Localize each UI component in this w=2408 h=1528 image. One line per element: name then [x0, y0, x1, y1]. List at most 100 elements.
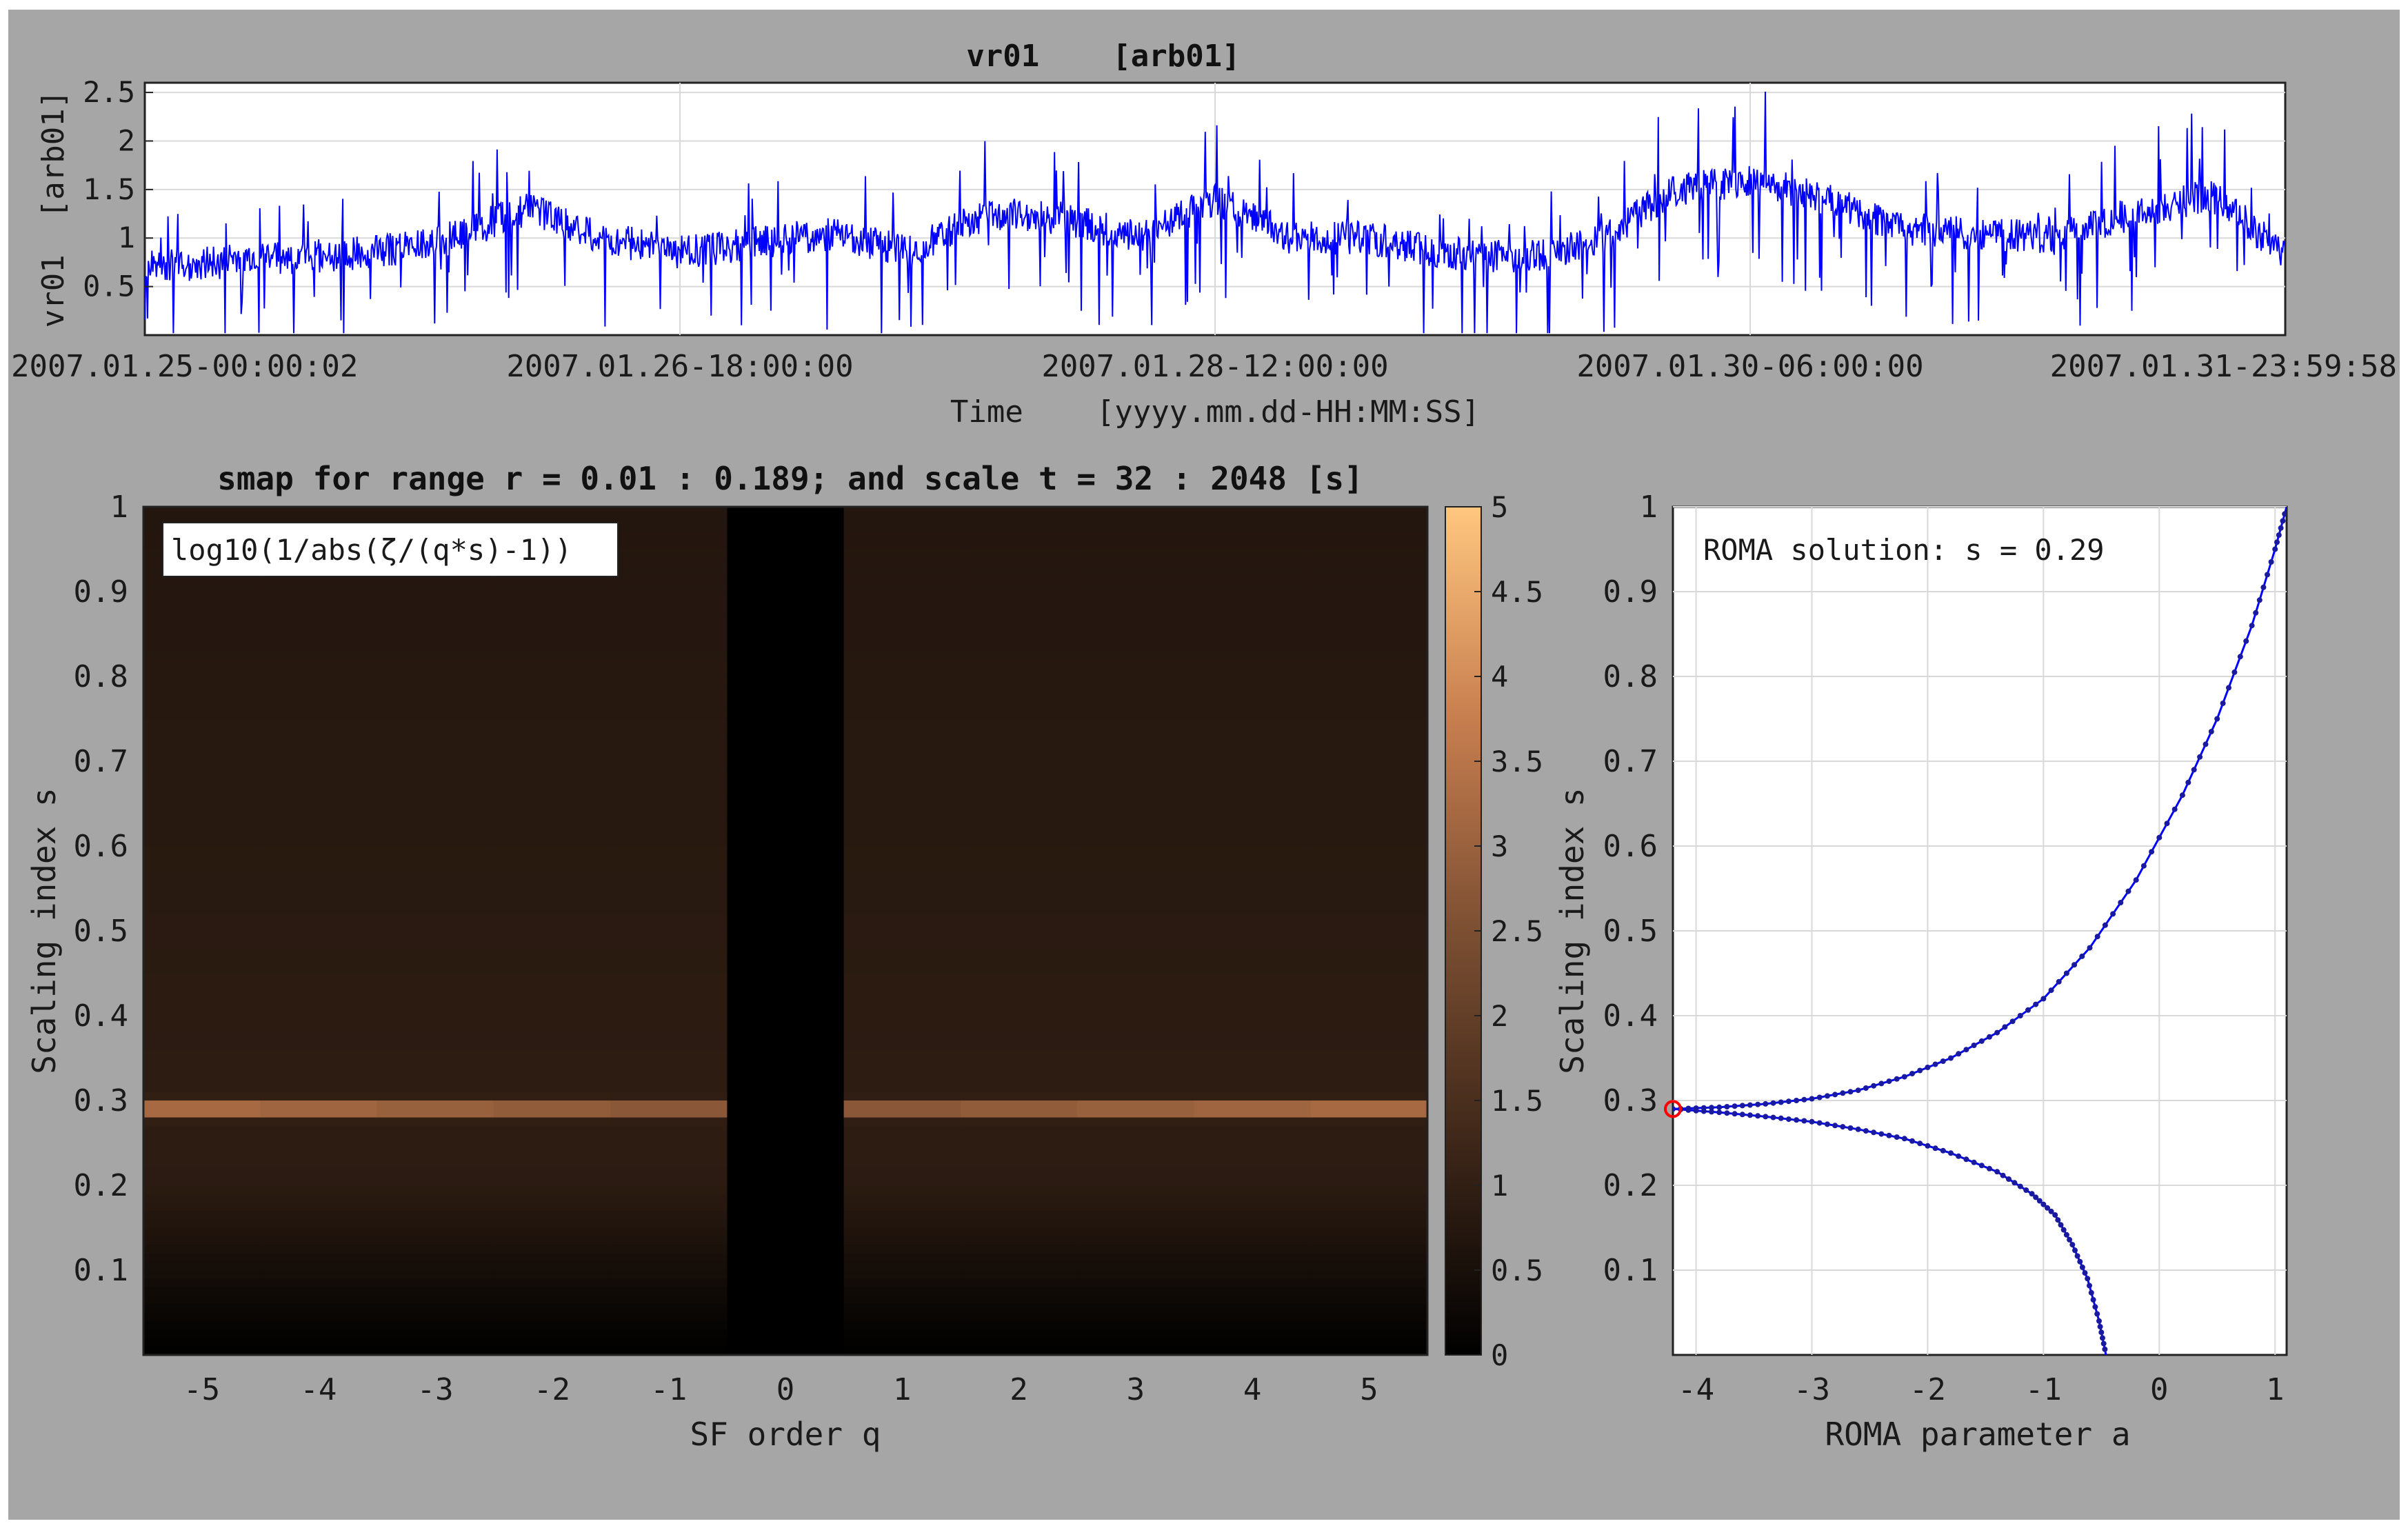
- heatmap-cell: [377, 1304, 494, 1314]
- heatmap-cell: [1194, 600, 1312, 610]
- heatmap-cell: [610, 1295, 728, 1305]
- heatmap-cell: [960, 532, 1078, 541]
- heatmap-cell: [1310, 608, 1428, 618]
- heatmap-cell: [260, 998, 378, 1008]
- heatmap-cell: [143, 1134, 261, 1144]
- roma-point: [2100, 1335, 2105, 1341]
- smap-xtick-label: 4: [1243, 1372, 1262, 1407]
- roma-point: [1871, 1129, 1877, 1136]
- roma-ytick-label: 0.8: [1603, 659, 1658, 694]
- heatmap-cell: [143, 973, 261, 983]
- roma-point: [1963, 1047, 1969, 1053]
- roma-ytick-label: 0.7: [1603, 744, 1658, 779]
- heatmap-cell: [843, 812, 961, 821]
- roma-point: [2226, 685, 2231, 691]
- heatmap-cell: [843, 1320, 961, 1330]
- heatmap-cell: [493, 667, 611, 677]
- heatmap-cell: [727, 685, 845, 694]
- heatmap-cell: [260, 1075, 378, 1085]
- heatmap-cell: [1310, 1278, 1428, 1288]
- heatmap-cell: [610, 532, 728, 541]
- roma-point: [2100, 1340, 2107, 1347]
- roma-point: [2072, 1247, 2078, 1254]
- colorbar-tick-label: 0: [1491, 1338, 1508, 1372]
- heatmap-cell: [493, 1304, 611, 1314]
- heatmap-cell: [143, 693, 261, 703]
- heatmap-cell: [493, 1134, 611, 1144]
- heatmap-cell: [143, 667, 261, 677]
- heatmap-cell: [610, 1202, 728, 1212]
- heatmap-cell: [143, 1168, 261, 1178]
- heatmap-cell: [610, 778, 728, 787]
- roma-point: [1709, 1109, 1714, 1115]
- heatmap-cell: [843, 939, 961, 949]
- heatmap-cell: [493, 981, 611, 991]
- smap-ytick-label: 0.1: [74, 1253, 128, 1288]
- heatmap-cell: [610, 1125, 728, 1135]
- heatmap-cell: [260, 896, 378, 906]
- heatmap-cell: [1194, 795, 1312, 805]
- heatmap-cell: [1310, 837, 1428, 847]
- smap-xtick-label: 1: [893, 1372, 912, 1407]
- heatmap-cell: [143, 947, 261, 957]
- heatmap-cell: [260, 676, 378, 686]
- heatmap-cell: [843, 710, 961, 720]
- heatmap-cell: [143, 1320, 261, 1330]
- timeseries-xtick-label: 2007.01.30-06:00:00: [1576, 349, 1923, 384]
- heatmap-cell: [1077, 701, 1195, 711]
- heatmap-cell: [843, 1261, 961, 1271]
- heatmap-cell: [1310, 1253, 1428, 1263]
- heatmap-cell: [1310, 710, 1428, 720]
- heatmap-cell: [1194, 1261, 1312, 1271]
- roma-point: [1956, 1153, 1962, 1159]
- roma-point: [1948, 1055, 1954, 1061]
- heatmap-cell: [1194, 1160, 1312, 1169]
- heatmap-cell: [1310, 727, 1428, 736]
- heatmap-cell: [260, 592, 378, 601]
- heatmap-cell: [843, 1304, 961, 1314]
- heatmap-cell: [843, 922, 961, 932]
- heatmap-cell: [610, 1176, 728, 1186]
- heatmap-cell: [610, 998, 728, 1008]
- heatmap-cell: [610, 880, 728, 889]
- heatmap-cell: [960, 880, 1078, 889]
- heatmap-cell: [377, 846, 494, 856]
- heatmap-cell: [143, 625, 261, 635]
- heatmap-cell: [377, 1338, 494, 1347]
- heatmap-cell: [1310, 803, 1428, 813]
- heatmap-cell: [960, 1143, 1078, 1152]
- smap-ytick-label: 0.5: [74, 914, 128, 949]
- heatmap-cell: [843, 1092, 961, 1101]
- heatmap-cell: [143, 990, 261, 1000]
- smap-axes: smap for range r = 0.01 : 0.189; and sca…: [26, 460, 1429, 1453]
- roma-point: [2203, 741, 2209, 747]
- heatmap-cell: [1194, 515, 1312, 525]
- heatmap-cell: [610, 752, 728, 762]
- heatmap-cell: [610, 608, 728, 618]
- heatmap-cell: [843, 846, 961, 856]
- heatmap-cell: [727, 973, 845, 983]
- heatmap-cell: [493, 1049, 611, 1059]
- heatmap-cell: [493, 1109, 611, 1118]
- heatmap-cell: [143, 1270, 261, 1280]
- heatmap-cell: [843, 507, 961, 516]
- heatmap-cell: [727, 710, 845, 720]
- heatmap-cell: [260, 659, 378, 669]
- heatmap-cell: [377, 651, 494, 661]
- heatmap-cell: [960, 1134, 1078, 1144]
- heatmap-cell: [493, 846, 611, 856]
- heatmap-cell: [260, 947, 378, 957]
- heatmap-cell: [1310, 1134, 1428, 1144]
- heatmap-cell: [493, 1066, 611, 1076]
- heatmap-cell: [1077, 931, 1195, 941]
- roma-point: [1778, 1115, 1784, 1121]
- heatmap-cell: [843, 616, 961, 626]
- heatmap-cell: [727, 795, 845, 805]
- heatmap-cell: [1194, 608, 1312, 618]
- roma-point: [2208, 729, 2214, 734]
- heatmap-cell: [960, 710, 1078, 720]
- heatmap-cell: [727, 1041, 845, 1050]
- heatmap-cell: [843, 1194, 961, 1203]
- heatmap-cell: [960, 795, 1078, 805]
- heatmap-cell: [377, 871, 494, 881]
